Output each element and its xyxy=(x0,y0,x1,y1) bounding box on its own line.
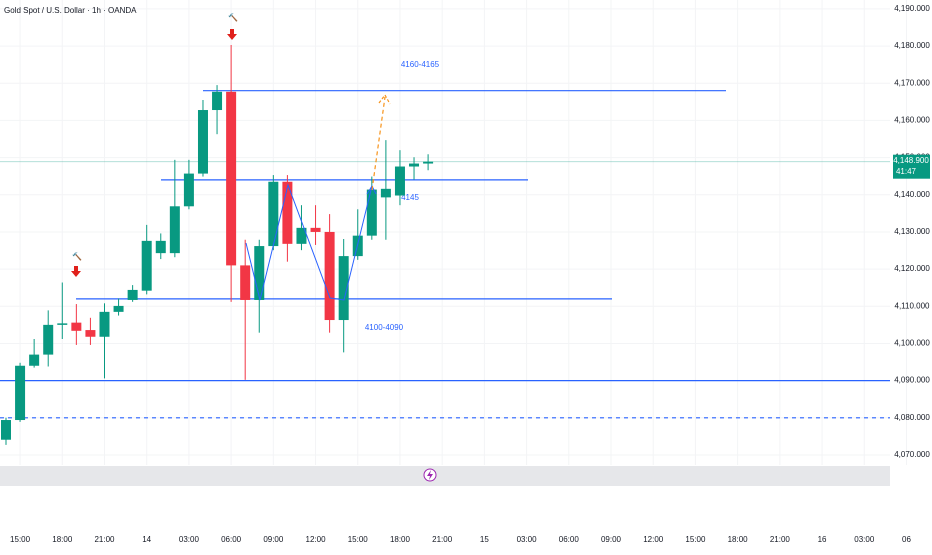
candle-body xyxy=(85,330,96,337)
candle-body xyxy=(1,420,11,440)
candle-body xyxy=(15,365,26,421)
candle-body xyxy=(29,354,40,366)
x-tick-label: 03:00 xyxy=(179,535,200,544)
y-tick-label: 4,080.000 xyxy=(894,413,930,422)
y-tick-label: 4,070.000 xyxy=(894,450,930,459)
y-tick-label: 4,130.000 xyxy=(894,227,930,236)
x-tick-label: 18:00 xyxy=(52,535,73,544)
candle-body xyxy=(113,305,124,312)
candle-body xyxy=(226,91,237,266)
x-tick-label: 15:00 xyxy=(685,535,706,544)
y-tick-label: 4,100.000 xyxy=(894,339,930,348)
candle-body xyxy=(409,163,420,167)
x-tick-label: 06:00 xyxy=(559,535,580,544)
candle-body xyxy=(155,240,166,254)
candle-body xyxy=(296,227,307,244)
y-tick-label: 4,110.000 xyxy=(895,301,931,310)
levels: 4160-4165 4145 4100-4090 xyxy=(0,60,890,419)
price-tag-label: 4,148.900 xyxy=(893,156,929,165)
x-tick-label: 18:00 xyxy=(390,535,411,544)
y-tick-label: 4,120.000 xyxy=(894,264,930,273)
hammer-icon: 🔨 xyxy=(72,251,82,261)
candle-body xyxy=(324,231,335,321)
projection-arrow xyxy=(371,96,386,191)
x-tick-label: 09:00 xyxy=(263,535,284,544)
y-tick-label: 4,190.000 xyxy=(894,4,930,13)
bottom-band xyxy=(0,466,890,486)
candle-body xyxy=(268,181,279,247)
down-arrow xyxy=(71,266,81,277)
y-tick-label: 4,180.000 xyxy=(894,41,930,50)
y-tick-label: 4,140.000 xyxy=(894,190,930,199)
candle-body xyxy=(394,166,405,196)
x-tick-label: 21:00 xyxy=(770,535,791,544)
candle-body xyxy=(99,311,110,337)
y-tick-label: 4,170.000 xyxy=(894,78,930,87)
x-tick-label: 12:00 xyxy=(643,535,664,544)
annotation: 4145 xyxy=(401,193,419,202)
annotation: 4100-4090 xyxy=(365,323,404,332)
down-arrow xyxy=(227,29,237,40)
chart-title: Gold Spot / U.S. Dollar · 1h · OANDA xyxy=(4,6,137,15)
candle-body xyxy=(380,188,391,198)
x-tick-label: 21:00 xyxy=(432,535,453,544)
candle-body xyxy=(254,246,265,300)
x-tick-label: 16 xyxy=(818,535,827,544)
candle-body xyxy=(338,256,349,321)
x-tick-label: 21:00 xyxy=(94,535,115,544)
candle-body xyxy=(169,206,180,254)
candle-body xyxy=(127,289,138,300)
x-tick-label: 06 xyxy=(902,535,911,544)
x-tick-label: 09:00 xyxy=(601,535,622,544)
annotation: 4160-4165 xyxy=(401,60,440,69)
x-tick-label: 14 xyxy=(142,535,151,544)
candle-body xyxy=(183,173,194,207)
candle-body xyxy=(240,265,251,300)
candle-body xyxy=(197,110,208,174)
y-tick-label: 4,160.000 xyxy=(894,116,930,125)
x-tick-label: 06:00 xyxy=(221,535,242,544)
candle-body xyxy=(423,161,434,164)
x-tick-label: 15:00 xyxy=(348,535,369,544)
x-tick-label: 15:00 xyxy=(10,535,31,544)
projection-arrow-head xyxy=(378,93,391,105)
axes: 4,190.0004,180.0004,170.0004,160.0004,15… xyxy=(10,4,930,544)
candle-body xyxy=(282,181,293,244)
x-tick-label: 12:00 xyxy=(306,535,327,544)
candle-body xyxy=(57,323,68,325)
candle-body xyxy=(310,227,321,232)
candle-body xyxy=(366,189,377,236)
candle-body xyxy=(212,91,223,111)
price-tag-timer: 41:47 xyxy=(896,167,917,176)
x-tick-label: 03:00 xyxy=(517,535,538,544)
x-tick-label: 18:00 xyxy=(728,535,749,544)
price-tag-box xyxy=(893,154,930,179)
x-tick-label: 15 xyxy=(480,535,489,544)
candle-body xyxy=(71,322,82,331)
hammer-icon: 🔨 xyxy=(228,12,238,22)
event-icon-bolt xyxy=(427,470,433,480)
candle-body xyxy=(141,240,152,291)
path-arrow xyxy=(245,183,373,301)
candle-body xyxy=(43,324,54,355)
x-tick-label: 03:00 xyxy=(854,535,875,544)
candles xyxy=(1,44,434,445)
y-tick-label: 4,090.000 xyxy=(894,376,930,385)
